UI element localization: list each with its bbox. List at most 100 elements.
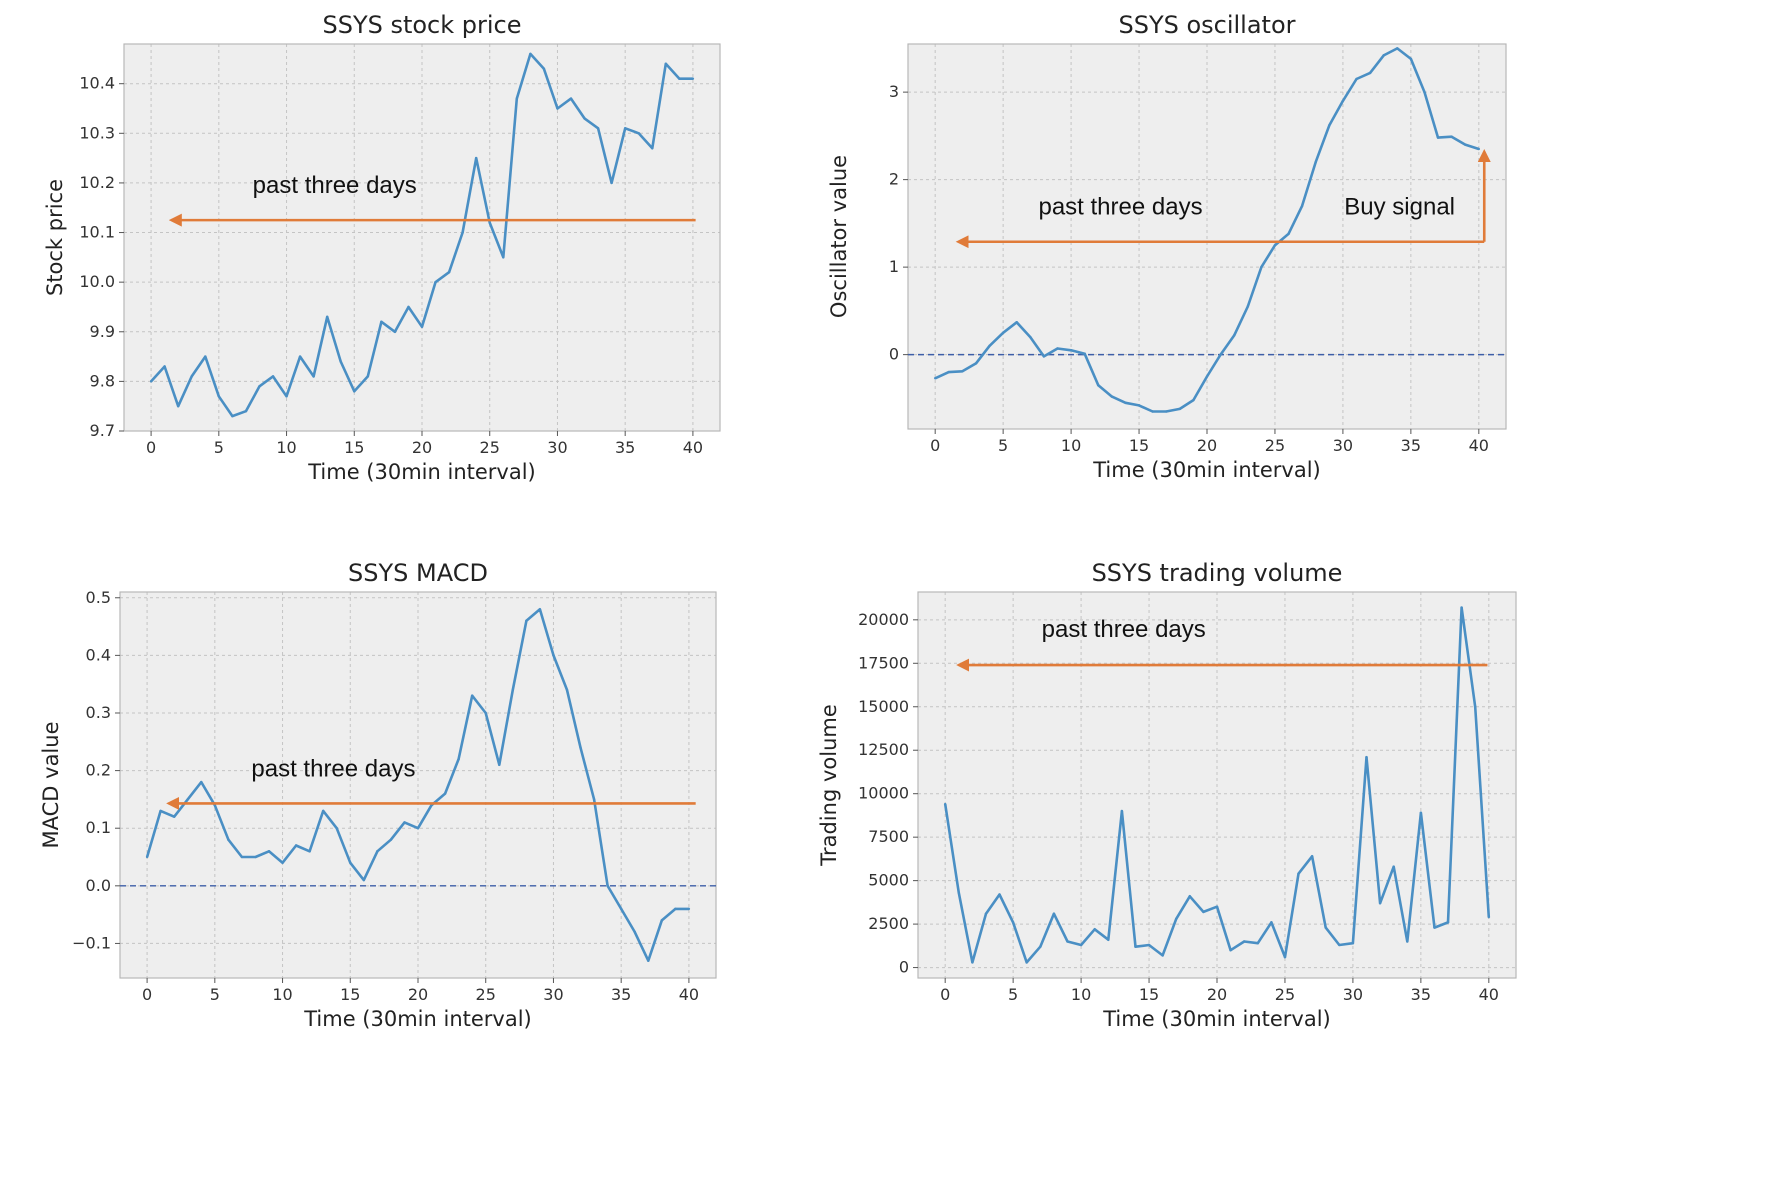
data-point: [294, 844, 298, 847]
data-point: [416, 827, 420, 830]
annotation-text: Buy signal: [1344, 194, 1455, 221]
data-point: [200, 780, 203, 784]
chart-macd: 0 5 10 15 20 25 30 35 40 −0.1 0.0 0.1 0.2 0.3 0.4 0.5 SS…: [39, 559, 717, 1031]
data-point: [525, 619, 528, 623]
data-point: [623, 127, 627, 130]
x-tick-label: 10: [1071, 985, 1091, 1004]
x-tick-label: 5: [998, 436, 1008, 455]
y-axis-label: Oscillator value: [827, 155, 851, 318]
x-axis-label: Time (30min interval): [1092, 458, 1321, 482]
data-point: [1079, 943, 1083, 947]
chart-title: SSYS trading volume: [1092, 559, 1343, 587]
data-point: [957, 891, 960, 895]
data-point: [606, 884, 609, 888]
y-tick-label: 20000: [858, 610, 909, 629]
data-point: [1477, 147, 1481, 151]
data-point: [1110, 395, 1114, 398]
data-point: [529, 52, 532, 56]
x-tick-label: 15: [1129, 436, 1149, 455]
data-point: [1487, 915, 1491, 919]
data-point: [244, 409, 248, 413]
x-tick-label: 10: [1061, 436, 1081, 455]
data-point: [511, 688, 515, 692]
data-point: [1042, 355, 1046, 358]
data-point: [961, 370, 964, 373]
data-point: [1015, 321, 1018, 324]
x-tick-label: 25: [480, 438, 500, 457]
data-point: [176, 404, 180, 408]
data-point: [1351, 942, 1355, 945]
data-point: [1341, 99, 1345, 103]
data-point: [1052, 912, 1056, 915]
chart-oscillator: 0 5 10 15 20 25 30 35 40 0 1 2 3 SSYS oscillator Time …: [827, 11, 1507, 482]
x-tick-label: 5: [1008, 985, 1018, 1004]
data-point: [254, 855, 257, 859]
data-point: [984, 912, 988, 915]
data-point: [691, 77, 695, 80]
annotation-text: past three days: [253, 172, 417, 199]
y-tick-label: 12500: [858, 740, 909, 759]
data-point: [407, 305, 410, 309]
data-point: [443, 792, 447, 795]
x-tick-label: 30: [547, 438, 567, 457]
data-point: [1215, 905, 1219, 908]
data-point: [1093, 928, 1096, 931]
x-tick-label: 5: [214, 438, 224, 457]
y-tick-label: 0.4: [86, 645, 111, 664]
data-point: [565, 688, 569, 692]
data-point: [298, 355, 302, 358]
data-point: [1069, 349, 1073, 352]
y-tick-label: 9.7: [90, 421, 115, 440]
data-point: [172, 815, 176, 818]
data-point: [538, 608, 542, 611]
y-tick-label: 17500: [858, 653, 909, 672]
data-point: [389, 838, 393, 841]
data-point: [610, 181, 613, 185]
data-point: [362, 878, 366, 882]
chart-price: 0 5 10 15 20 25 30 35 40 9.7 9.8 9.9 10.0 10.1 10.2 10.…: [43, 11, 721, 484]
data-point: [186, 798, 189, 801]
y-tick-label: 3: [889, 82, 899, 101]
data-point: [1107, 938, 1110, 941]
data-point: [1232, 334, 1236, 337]
data-point: [1124, 401, 1127, 404]
x-tick-label: 0: [930, 436, 940, 455]
data-point: [633, 930, 636, 934]
y-tick-label: 10.1: [79, 223, 115, 242]
data-point: [1464, 143, 1467, 146]
data-point: [515, 97, 519, 100]
data-point: [1025, 961, 1028, 964]
x-tick-label: 0: [142, 985, 152, 1004]
y-tick-label: 0.2: [86, 761, 111, 780]
data-point: [474, 156, 478, 160]
x-tick-label: 30: [1333, 436, 1353, 455]
x-axis-label: Time (30min interval): [303, 1007, 532, 1031]
data-point: [1392, 865, 1395, 868]
data-point: [1328, 124, 1331, 127]
data-point: [498, 763, 501, 767]
annotation-text: past three days: [1038, 194, 1202, 221]
data-point: [484, 711, 487, 715]
data-point: [556, 107, 559, 110]
data-point: [145, 855, 149, 859]
data-point: [1205, 375, 1209, 378]
data-point: [647, 959, 650, 962]
data-point: [204, 355, 207, 358]
x-tick-label: 15: [344, 438, 364, 457]
y-tick-label: 9.8: [90, 371, 115, 390]
data-point: [285, 395, 288, 398]
data-point: [1338, 943, 1341, 947]
data-point: [159, 809, 162, 813]
y-tick-label: 5000: [868, 871, 909, 890]
data-point: [947, 370, 950, 374]
data-point: [1260, 265, 1263, 269]
x-tick-label: 35: [615, 438, 635, 457]
data-point: [542, 67, 546, 71]
y-tick-label: 0.1: [86, 818, 111, 837]
data-point: [687, 907, 691, 911]
data-point: [1202, 910, 1205, 914]
data-point: [1355, 77, 1358, 81]
data-point: [1178, 407, 1182, 411]
data-point: [552, 654, 555, 657]
chart-title: SSYS stock price: [322, 11, 521, 39]
